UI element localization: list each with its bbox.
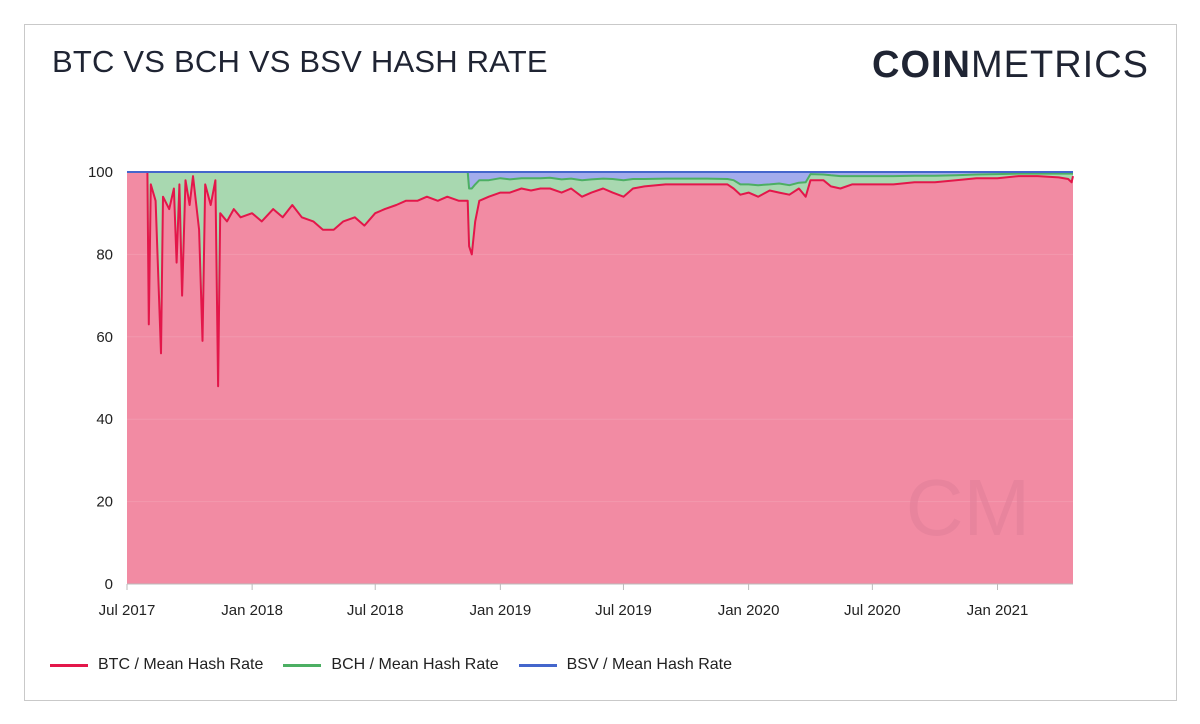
watermark: CM (906, 463, 1030, 552)
y-tick-label: 0 (105, 576, 113, 593)
line-btc (127, 171, 1074, 388)
y-tick-label: 20 (96, 494, 113, 511)
legend-swatch (283, 663, 322, 667)
legend-swatch (518, 663, 557, 667)
x-tick-label: Jan 2019 (470, 602, 532, 619)
x-tick-label: Jul 2020 (844, 602, 901, 619)
x-tick-label: Jan 2021 (967, 602, 1029, 619)
y-tick-label: 60 (96, 329, 113, 346)
coinmetrics-logo: COINMETRICS (872, 44, 1149, 86)
legend-label: BSV / Mean Hash Rate (566, 656, 733, 673)
y-tick-label: 80 (96, 246, 113, 263)
x-tick-label: Jul 2019 (595, 602, 652, 619)
x-tick-label: Jul 2017 (99, 602, 156, 619)
area-btc (127, 172, 1073, 584)
legend: BTC / Mean Hash Rate BCH / Mean Hash Rat… (50, 656, 732, 674)
y-tick-label: 100 (88, 164, 113, 181)
legend-label: BTC / Mean Hash Rate (98, 656, 264, 673)
x-tick-label: Jan 2018 (221, 602, 283, 619)
legend-item-bch[interactable]: BCH / Mean Hash Rate (283, 656, 499, 674)
y-tick-label: 40 (96, 411, 113, 428)
x-tick-label: Jul 2018 (347, 602, 404, 619)
area-bch (127, 172, 1073, 387)
x-tick-label: Jan 2020 (718, 602, 780, 619)
legend-item-btc[interactable]: BTC / Mean Hash Rate (50, 656, 263, 674)
legend-label: BCH / Mean Hash Rate (331, 656, 499, 673)
chart-title: BTC VS BCH VS BSV HASH RATE (52, 44, 548, 79)
legend-swatch (50, 663, 88, 667)
legend-item-bsv[interactable]: BSV / Mean Hash Rate (518, 656, 733, 674)
